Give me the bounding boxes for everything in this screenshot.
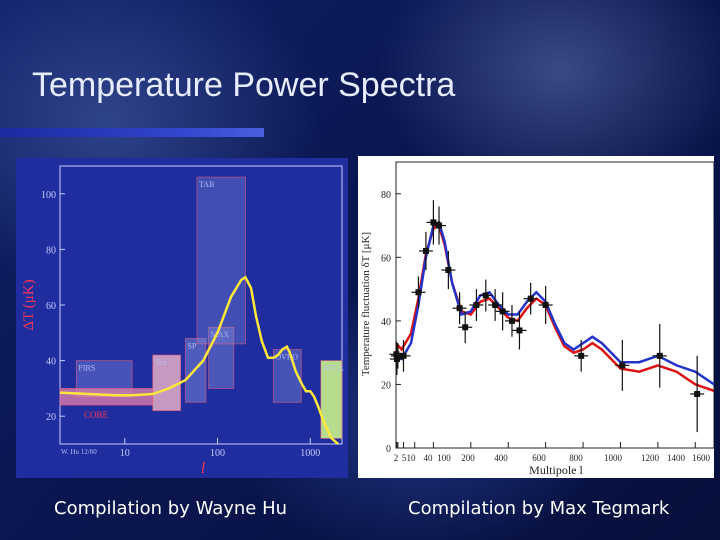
experiment-box-tab xyxy=(196,176,246,345)
left-x-tick-label: 1000 xyxy=(300,448,320,459)
experiment-label-ovro: OVRO xyxy=(275,352,298,361)
right-caption: Compilation by Max Tegmark xyxy=(408,498,670,519)
data-point-marker xyxy=(694,390,701,397)
left-chart-credit: W. Hu 12/00 xyxy=(61,448,97,456)
left-y-tick-label: 40 xyxy=(46,357,56,368)
right-x-tick-label: 1600 xyxy=(692,453,711,463)
experiment-label-tab: TAB xyxy=(199,180,214,189)
experiment-box-max xyxy=(208,326,235,389)
left-y-tick-label: 60 xyxy=(46,301,56,312)
left-power-spectrum-chart: FIRS COBE Ten SP MAX TAB OVRO ATCA 20 40 60 80 100 1… xyxy=(16,158,348,478)
right-chart-plot-area xyxy=(395,161,714,449)
data-point-marker xyxy=(492,302,499,308)
experiment-label-max: MAX xyxy=(211,330,230,339)
left-caption: Compilation by Wayne Hu xyxy=(54,498,288,519)
data-point-marker xyxy=(619,362,626,369)
data-point-marker xyxy=(516,327,523,334)
right-y-tick-label: 80 xyxy=(381,190,391,201)
right-chart-x-label: Multipole l xyxy=(529,463,583,477)
data-point-marker xyxy=(456,305,463,312)
left-y-tick-label: 20 xyxy=(46,412,56,423)
right-chart-y-label: Temperature fluctuation δT [μK] xyxy=(360,232,372,376)
right-x-tick-label: 10 xyxy=(407,453,417,463)
data-point-marker xyxy=(542,302,549,308)
experiment-box-cobe xyxy=(59,387,154,406)
data-point-marker xyxy=(393,356,400,363)
right-x-tick-label: 100 xyxy=(437,453,451,463)
left-y-tick-label: 80 xyxy=(46,245,56,256)
experiment-box-ten xyxy=(152,354,182,412)
data-point-marker xyxy=(400,352,407,359)
data-point-marker xyxy=(415,289,422,296)
right-y-tick-label: 0 xyxy=(386,444,391,455)
data-point-marker xyxy=(436,222,443,229)
title-underline xyxy=(0,128,264,137)
left-chart-y-label: ΔT (μK) xyxy=(21,279,37,330)
data-point-marker xyxy=(462,324,469,331)
right-y-tick-label: 60 xyxy=(381,253,391,264)
right-x-tick-label: 400 xyxy=(494,453,508,463)
right-x-tick-label: 1400 xyxy=(667,453,686,463)
right-chart-background xyxy=(358,156,714,478)
data-point-marker xyxy=(499,308,506,315)
left-chart-x-label: l xyxy=(201,460,206,477)
right-x-tick-label: 40 xyxy=(424,453,434,463)
right-x-tick-label: 1000 xyxy=(604,453,623,463)
experiment-label-atca: ATCA xyxy=(323,364,344,373)
data-point-marker xyxy=(527,295,534,302)
right-x-tick-label: 5 xyxy=(402,453,407,463)
data-point-marker xyxy=(422,247,429,254)
right-x-tick-label: 600 xyxy=(532,453,546,463)
experiment-label-cobe: COBE xyxy=(84,410,109,420)
right-x-tick-label: 200 xyxy=(461,453,475,463)
right-x-tick-label: 1200 xyxy=(641,453,660,463)
left-theory-curve xyxy=(59,275,340,445)
data-point-marker xyxy=(578,352,585,359)
left-x-tick-label: 100 xyxy=(210,448,225,459)
experiment-label-firs: FIRS xyxy=(78,364,95,373)
right-x-tick-label: 2 xyxy=(394,453,399,463)
experiment-label-ten: Ten xyxy=(155,358,167,367)
data-point-marker xyxy=(508,317,515,324)
right-y-tick-label: 20 xyxy=(381,380,391,391)
data-point-marker xyxy=(445,267,452,274)
right-x-tick-label: 800 xyxy=(569,453,583,463)
left-chart-background xyxy=(16,158,348,478)
data-point-marker xyxy=(473,302,480,308)
left-y-tick-label: 100 xyxy=(41,190,56,201)
slide-title: Temperature Power Spectra xyxy=(32,66,456,104)
left-x-tick-label: 10 xyxy=(120,448,130,459)
data-point-marker xyxy=(656,352,663,359)
data-point-marker xyxy=(430,219,437,226)
experiment-label-sp: SP xyxy=(187,341,196,350)
right-y-tick-label: 40 xyxy=(381,317,391,328)
data-point-marker xyxy=(482,292,489,299)
